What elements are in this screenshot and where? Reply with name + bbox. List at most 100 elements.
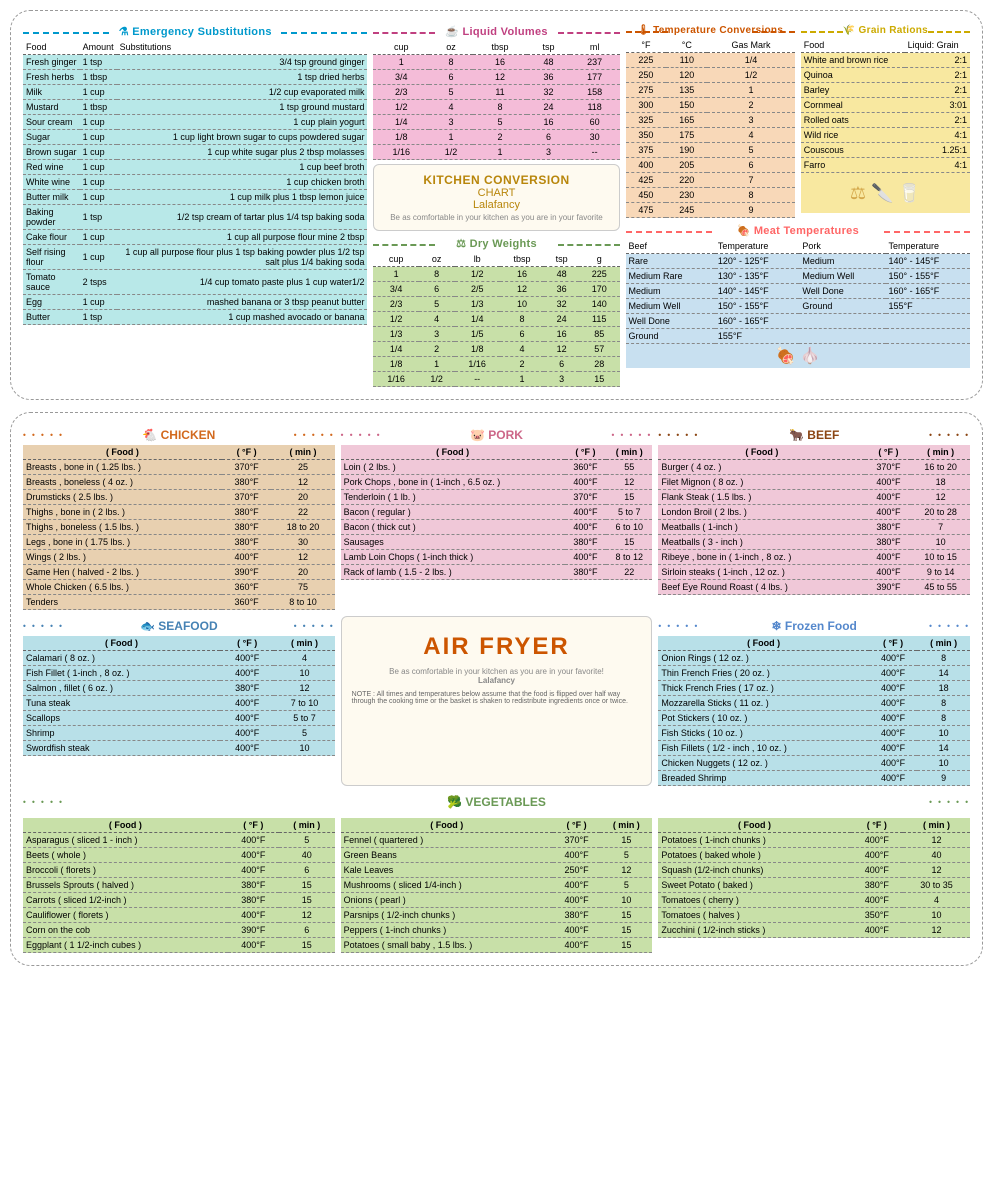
table-row: Rack of lamb ( 1.5 - 2 lbs. )380°F22 <box>341 565 653 580</box>
af-brand: Lalafancy <box>352 676 642 685</box>
table-row: 3/462/51236170 <box>373 282 619 297</box>
meat-title: 🍖 Meat Temperatures <box>626 222 970 239</box>
badge-title2: CHART <box>382 187 610 199</box>
col-header: tsp <box>527 40 570 55</box>
col-header: Amount <box>80 40 117 55</box>
col-header: tbsp <box>473 40 527 55</box>
table-row: 1/241/4824115 <box>373 312 619 327</box>
table-row: Fish Sticks ( 10 oz. )400°F10 <box>658 726 970 741</box>
table-row: Onion Rings ( 12 oz. )400°F8 <box>658 651 970 666</box>
meat-section: 🍖 Meat Temperatures BeefTemperaturePorkT… <box>626 222 970 368</box>
table-row: Lamb Loin Chops ( 1-inch thick )400°F8 t… <box>341 550 653 565</box>
air-fryer-card: 🐔 CHICKEN ( Food )( °F )( min )Breasts ,… <box>10 412 983 966</box>
table-row: 2251101/4 <box>626 53 795 68</box>
col-header: oz <box>419 252 455 267</box>
col-header: oz <box>429 40 473 55</box>
beef-table: ( Food )( °F )( min )Burger ( 4 oz. )370… <box>658 445 970 595</box>
table-row: Farro4:1 <box>801 158 970 173</box>
table-row: Scallops400°F5 to 7 <box>23 711 335 726</box>
table-row: 1/331/561685 <box>373 327 619 342</box>
table-row: Tomatoes ( cherry )400°F4 <box>658 893 970 908</box>
table-row: Meatballs ( 3 - inch )380°F10 <box>658 535 970 550</box>
table-row: 1/161/213-- <box>373 145 619 160</box>
table-row: Potatoes ( small baby , 1.5 lbs. )400°F1… <box>341 938 653 953</box>
col-header: °F <box>626 38 667 53</box>
table-row: 2/351132158 <box>373 85 619 100</box>
liquid-title: ☕ Liquid Volumes <box>373 23 619 40</box>
table-row: Self rising flour1 cup1 cup all purpose … <box>23 245 367 270</box>
table-row: Red wine1 cup1 cup beef broth <box>23 160 367 175</box>
beef-section: 🐂 BEEF ( Food )( °F )( min )Burger ( 4 o… <box>658 425 970 610</box>
liquid-table: cupoztbsptspml1816482373/4612361772/3511… <box>373 40 619 160</box>
col-header: tsp <box>544 252 579 267</box>
chicken-table: ( Food )( °F )( min )Breasts , bone in (… <box>23 445 335 610</box>
table-row: Legs , bone in ( 1.75 lbs. )380°F30 <box>23 535 335 550</box>
table-row: Burger ( 4 oz. )370°F16 to 20 <box>658 460 970 475</box>
table-row: 1/161/2--1315 <box>373 372 619 387</box>
table-row: 3251653 <box>626 113 795 128</box>
col-header: Food <box>801 38 905 53</box>
pork-table: ( Food )( °F )( min )Loin ( 2 lbs. )360°… <box>341 445 653 580</box>
table-row: Medium140° - 145°FWell Done160° - 165°F <box>626 284 970 299</box>
table-row: Beets ( whole )400°F40 <box>23 848 335 863</box>
chicken-title: 🐔 CHICKEN <box>23 425 335 445</box>
table-row: Wild rice4:1 <box>801 128 970 143</box>
table-row: Wings ( 2 lbs. )400°F12 <box>23 550 335 565</box>
table-row: Drumsticks ( 2.5 lbs. )370°F20 <box>23 490 335 505</box>
table-row: 3001502 <box>626 98 795 113</box>
table-row: Sour cream1 cup1 cup plain yogurt <box>23 115 367 130</box>
table-row: Brussels Sprouts ( halved )380°F15 <box>23 878 335 893</box>
table-row: Mushrooms ( sliced 1/4-inch )400°F5 <box>341 878 653 893</box>
table-row: White wine1 cup1 cup chicken broth <box>23 175 367 190</box>
table-row: Calamari ( 8 oz. )400°F4 <box>23 651 335 666</box>
frozen-title: ❄ Frozen Food <box>658 616 970 636</box>
veg-title: 🥦 VEGETABLES <box>23 792 970 812</box>
col-header: g <box>579 252 620 267</box>
seafood-title: 🐟 SEAFOOD <box>23 616 335 636</box>
table-row: Eggplant ( 1 1/2-inch cubes )400°F15 <box>23 938 335 953</box>
table-row: London Broil ( 2 lbs. )400°F20 to 28 <box>658 505 970 520</box>
table-row: Medium Rare130° - 135°FMedium Well150° -… <box>626 269 970 284</box>
table-row: Zucchini ( 1/2-inch sticks )400°F12 <box>658 923 970 938</box>
table-row: 181/21648225 <box>373 267 619 282</box>
table-row: Ribeye , bone in ( 1-inch , 8 oz. )400°F… <box>658 550 970 565</box>
table-row: Cake flour1 cup1 cup all purpose flour m… <box>23 230 367 245</box>
pork-section: 🐷 PORK ( Food )( °F )( min )Loin ( 2 lbs… <box>341 425 653 610</box>
table-row: 4002056 <box>626 158 795 173</box>
col-header: tbsp <box>500 252 544 267</box>
emergency-table: FoodAmountSubstitutionsFresh ginger1 tsp… <box>23 40 367 325</box>
table-row: 2501201/2 <box>626 68 795 83</box>
table-row: Sausages380°F15 <box>341 535 653 550</box>
air-fryer-badge: AIR FRYER Be as comfortable in your kitc… <box>341 616 653 786</box>
table-row: Barley2:1 <box>801 83 970 98</box>
table-row: Pork Chops , bone in ( 1-inch , 6.5 oz. … <box>341 475 653 490</box>
table-row: 4752459 <box>626 203 795 218</box>
table-row: Whole Chicken ( 6.5 lbs. )360°F75 <box>23 580 335 595</box>
table-row: Green Beans400°F5 <box>341 848 653 863</box>
center-badge: KITCHEN CONVERSION CHART Lalafancy Be as… <box>373 164 619 231</box>
veg-section: 🥦 VEGETABLES <box>23 792 970 812</box>
meat-icons: 🍖 🧄 <box>626 344 970 368</box>
table-row: Butter milk1 cup1 cup milk plus 1 tbsp l… <box>23 190 367 205</box>
table-row: Butter1 tsp1 cup mashed avocado or banan… <box>23 310 367 325</box>
col-header: ml <box>570 40 620 55</box>
table-row: Sirloin steaks ( 1-inch , 12 oz. )400°F9… <box>658 565 970 580</box>
table-row: Kale Leaves250°F12 <box>341 863 653 878</box>
table-row: Shrimp400°F5 <box>23 726 335 741</box>
table-row: 1/24824118 <box>373 100 619 115</box>
table-row: Sugar1 cup1 cup light brown sugar to cup… <box>23 130 367 145</box>
table-row: 1/4351660 <box>373 115 619 130</box>
table-row: Well Done160° - 165°F <box>626 314 970 329</box>
grain-section: 🌾 Grain Rations FoodLiquid: GrainWhite a… <box>801 23 970 218</box>
frozen-table: ( Food )( °F )( min )Onion Rings ( 12 oz… <box>658 636 970 786</box>
dry-section: ⚖ Dry Weights cupozlbtbsptspg181/2164822… <box>373 235 619 387</box>
table-row: Fresh herbs1 tbsp1 tsp dried herbs <box>23 70 367 85</box>
table-row: Thin French Fries ( 20 oz. )400°F14 <box>658 666 970 681</box>
table-row: Beef Eye Round Roast ( 4 lbs. )390°F45 t… <box>658 580 970 595</box>
table-row: Corn on the cob390°F6 <box>23 923 335 938</box>
table-row: 1/811/162628 <box>373 357 619 372</box>
table-row: Broccoli ( florets )400°F6 <box>23 863 335 878</box>
table-row: Medium Well150° - 155°FGround155°F <box>626 299 970 314</box>
col-header: Pork <box>799 239 885 254</box>
seafood-table: ( Food )( °F )( min )Calamari ( 8 oz. )4… <box>23 636 335 756</box>
